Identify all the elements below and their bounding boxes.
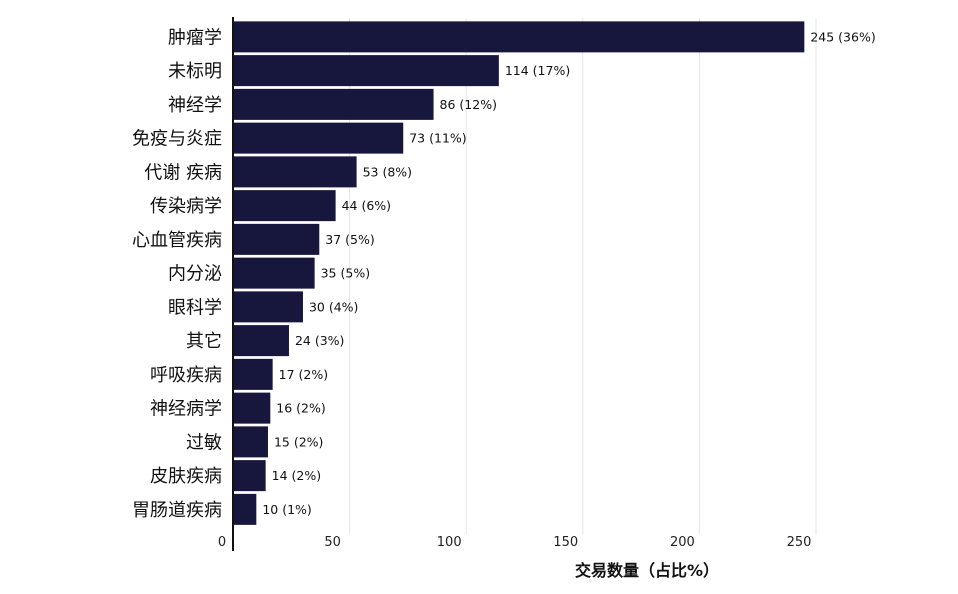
value-label: 24 (3%) — [295, 333, 344, 348]
x-tick-label: 100 — [437, 535, 462, 550]
bar — [233, 358, 273, 390]
bar — [233, 257, 315, 289]
bar — [233, 325, 289, 357]
category-label: 未标明 — [168, 61, 222, 82]
value-label: 17 (2%) — [279, 367, 328, 382]
value-label: 53 (8%) — [363, 164, 412, 179]
value-label: 10 (1%) — [262, 502, 311, 517]
x-tick-labels: 0 50 100 150 200 250 — [218, 535, 812, 550]
category-label: 其它 — [186, 331, 222, 352]
value-label: 245 (36%) — [810, 29, 875, 44]
category-label: 胃肠道疾病 — [132, 500, 222, 521]
value-label: 35 (5%) — [321, 266, 370, 281]
category-label: 传染病学 — [150, 196, 222, 217]
category-label: 过敏 — [186, 432, 222, 453]
category-label: 神经病学 — [150, 399, 222, 420]
bar — [233, 190, 336, 222]
value-label: 44 (6%) — [342, 198, 391, 213]
x-tick-label: 250 — [787, 535, 812, 550]
category-label: 眼科学 — [168, 297, 222, 318]
bar — [233, 122, 404, 154]
category-label: 神经学 — [168, 95, 222, 116]
value-label: 30 (4%) — [309, 299, 358, 314]
value-label: 73 (11%) — [409, 131, 466, 146]
bar — [233, 460, 266, 492]
value-labels: 245 (36%) 114 (17%) 86 (12%) 73 (11%) 53 (8%… — [262, 29, 875, 517]
value-label: 15 (2%) — [274, 434, 323, 449]
x-tick-label: 50 — [324, 535, 341, 550]
bar — [233, 426, 268, 458]
category-label: 代谢 疾病 — [144, 162, 222, 183]
bar — [233, 493, 257, 525]
category-label: 肿瘤学 — [168, 27, 222, 48]
x-axis-title: 交易数量（占比%） — [575, 561, 719, 580]
value-label: 37 (5%) — [325, 232, 374, 247]
bar — [233, 223, 320, 255]
bar — [233, 88, 434, 120]
x-tick-label: 150 — [553, 535, 578, 550]
bar — [233, 55, 499, 87]
category-label: 免疫与炎症 — [132, 129, 222, 150]
category-label: 内分泌 — [168, 264, 222, 285]
bar — [233, 291, 303, 323]
x-tick-label: 0 — [218, 535, 226, 550]
category-label: 呼吸疾病 — [150, 365, 222, 386]
x-tick-label: 200 — [670, 535, 695, 550]
value-label: 14 (2%) — [272, 468, 321, 483]
bar — [233, 392, 271, 424]
category-label: 心血管疾病 — [132, 230, 222, 251]
bars — [233, 21, 805, 525]
category-label: 皮肤疾病 — [150, 466, 222, 487]
value-label: 86 (12%) — [440, 97, 497, 112]
bar — [233, 21, 805, 53]
gridlines — [349, 18, 817, 535]
bar — [233, 156, 357, 188]
value-label: 16 (2%) — [276, 401, 325, 416]
value-label: 114 (17%) — [505, 63, 570, 78]
